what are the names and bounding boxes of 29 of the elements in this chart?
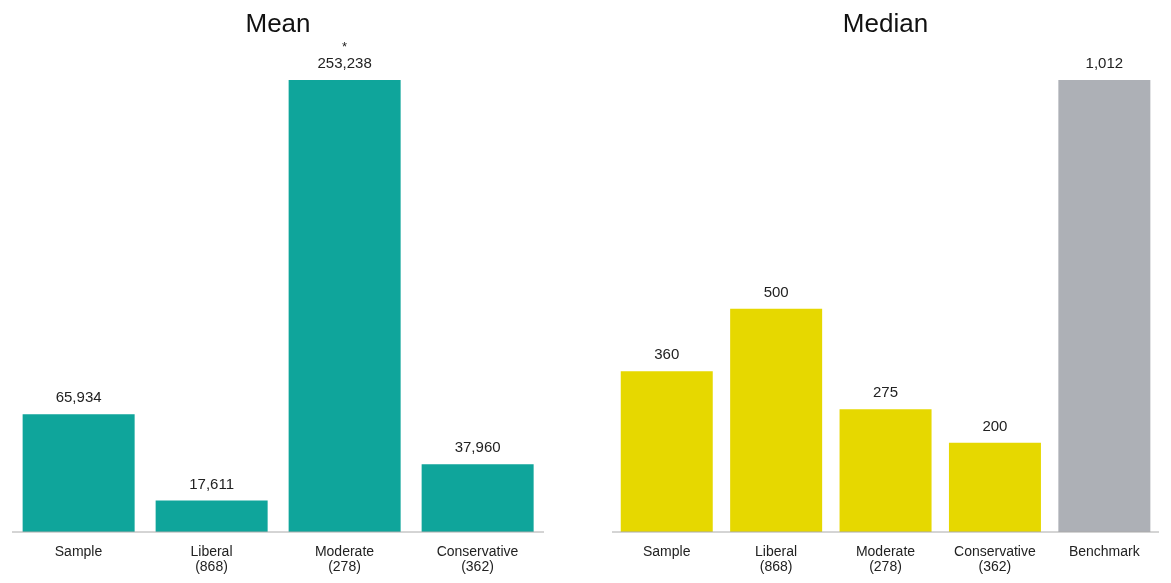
data-label: 500 [763,282,789,300]
data-label: 65,934 [55,388,102,406]
x-tick-label: Liberal (868) [190,543,233,574]
data-label: 37,960 [454,438,501,456]
bar [155,500,268,532]
bar [620,371,713,532]
x-tick-label: Liberal (868) [755,543,798,574]
data-label: 253,238 [317,54,372,71]
x-tick-label: Moderate (278) [314,543,375,574]
x-tick-label: Sample [642,543,691,559]
bar [730,308,823,532]
bar [288,80,401,532]
x-tick-label: Benchmark [1068,543,1141,559]
x-tick-label: Conservative (362) [436,543,519,574]
data-label: 200 [982,416,1008,434]
data-label: 360 [654,345,680,363]
data-label: 275 [873,383,899,401]
x-tick-label: Conservative (362) [954,543,1036,574]
chart-title: Median [841,8,930,40]
data-label: 17,611 [189,474,235,492]
data-label: 1,012 [1085,54,1124,71]
annotation: * [342,39,348,54]
bar [839,409,932,532]
x-tick-label: Moderate (278) [855,543,916,574]
bar [948,442,1041,532]
bar [421,464,534,532]
x-tick-label: Sample [54,543,103,559]
bar [22,414,135,532]
chart-title: Mean [245,8,311,38]
